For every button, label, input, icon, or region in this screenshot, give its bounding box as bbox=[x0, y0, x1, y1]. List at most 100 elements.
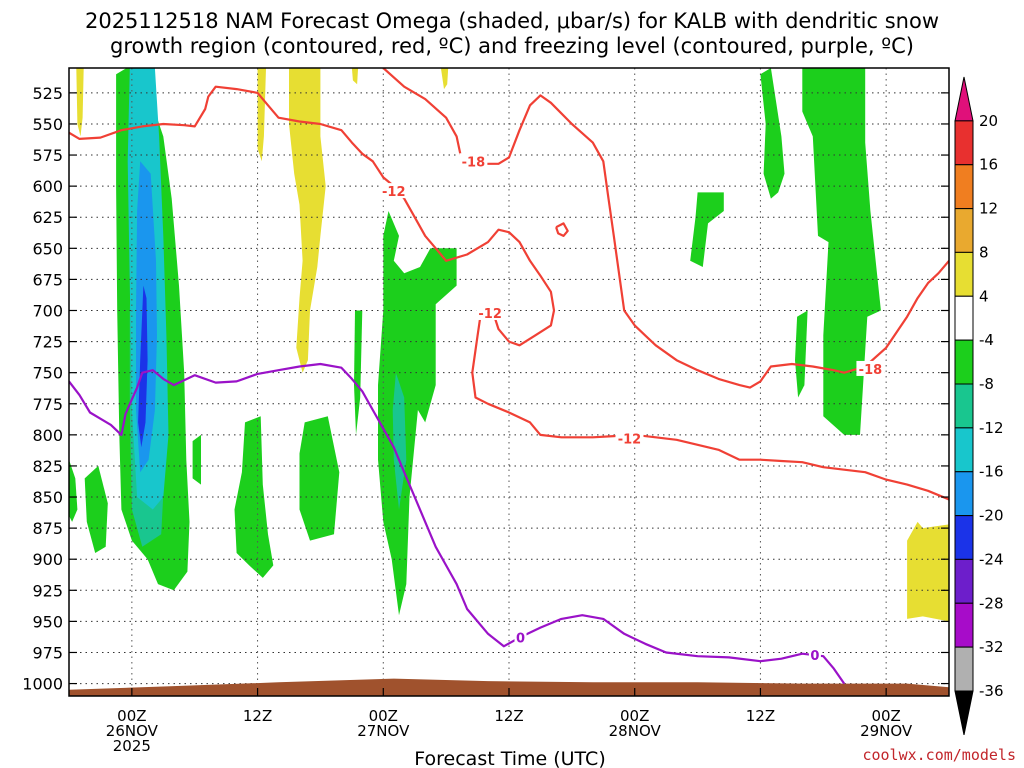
colorbar-label-9: -20 bbox=[979, 507, 1004, 525]
colorbar-label-8: -16 bbox=[979, 463, 1004, 481]
terrain-fill bbox=[69, 678, 949, 696]
label-minus12-c-bg bbox=[615, 430, 644, 446]
colorbar-label-6: -8 bbox=[979, 375, 994, 393]
omega-green-8 bbox=[690, 192, 724, 267]
x-tick-label-30-l2: 27NOV bbox=[357, 722, 410, 740]
colorbar-label-13: -36 bbox=[979, 682, 1004, 700]
y-tick-label-800: 800 bbox=[32, 426, 63, 445]
omega-yellow-2 bbox=[289, 68, 326, 373]
colorbar-swatch-14 bbox=[954, 690, 974, 735]
label-minus12-b: -12 bbox=[478, 307, 502, 322]
y-tick-label-950: 950 bbox=[32, 612, 63, 631]
colorbar-swatch-1 bbox=[954, 120, 974, 166]
omega-teal-1 bbox=[392, 372, 407, 510]
x-tick-label-6-l3: 2025 bbox=[113, 737, 151, 755]
omega-yellow-0 bbox=[76, 68, 84, 137]
colorbar-swatch-0 bbox=[954, 76, 974, 122]
colorbar-label-2: 12 bbox=[979, 200, 998, 218]
contour-minus18-loop bbox=[555, 222, 569, 237]
colorbar-label-1: 16 bbox=[979, 156, 998, 174]
label-minus12-c: -12 bbox=[618, 433, 642, 448]
colorbar-swatch-5 bbox=[954, 295, 974, 341]
colorbar-swatch-9 bbox=[954, 471, 974, 517]
x-axis-label: Forecast Time (UTC) bbox=[414, 748, 605, 768]
colorbar-label-11: -28 bbox=[979, 594, 1004, 612]
y-tick-label-825: 825 bbox=[32, 457, 63, 476]
contour-0c-freezing bbox=[69, 362, 846, 685]
colorbar-label-3: 8 bbox=[979, 243, 989, 261]
chart-title-line2: growth region (contoured, red, ºC) and f… bbox=[110, 34, 914, 58]
colorbar-label-5: -4 bbox=[979, 331, 994, 349]
y-tick-label-1000: 1000 bbox=[22, 675, 63, 694]
colorbar-label-4: 4 bbox=[979, 287, 989, 305]
x-tick-label-18-l1: 12Z bbox=[243, 707, 272, 725]
y-tick-label-875: 875 bbox=[32, 519, 63, 538]
omega-yellow-5 bbox=[907, 521, 949, 622]
omega-green-7 bbox=[378, 211, 457, 616]
contour-minus12-upper bbox=[69, 85, 556, 347]
colorbar: 20 16 12 8 4 -4 -8 -12 -16 -20 -24 -28 -32 -36 bbox=[954, 76, 1004, 735]
colorbar-swatch-6 bbox=[954, 339, 974, 385]
omega-green-9 bbox=[760, 68, 785, 199]
omega-green-2 bbox=[84, 465, 108, 553]
omega-green-11 bbox=[802, 68, 881, 435]
contour-minus18-main bbox=[382, 68, 949, 389]
plot-content: -12 -18 -12 -12 -18 0 0 bbox=[69, 68, 949, 696]
label-0-a: 0 bbox=[516, 632, 525, 647]
colorbar-swatch-8 bbox=[954, 427, 974, 473]
colorbar-swatch-11 bbox=[954, 558, 974, 604]
label-minus18-b: -18 bbox=[859, 363, 883, 378]
colorbar-swatch-13 bbox=[954, 646, 974, 692]
label-minus12-b-bg bbox=[476, 304, 505, 320]
x-tick-label-54-l2: 28NOV bbox=[609, 722, 662, 740]
colorbar-label-7: -12 bbox=[979, 419, 1004, 437]
x-tick-label-6-l1: 00Z bbox=[117, 707, 146, 725]
y-tick-label-850: 850 bbox=[32, 488, 63, 507]
omega-green-4 bbox=[234, 416, 274, 578]
omega-green-5 bbox=[299, 416, 340, 541]
y-tick-label-625: 625 bbox=[32, 208, 63, 227]
credit-text: coolwx.com/models bbox=[862, 746, 1016, 764]
colorbar-label-12: -32 bbox=[979, 638, 1004, 656]
y-tick-label-725: 725 bbox=[32, 333, 63, 352]
colorbar-swatch-12 bbox=[954, 602, 974, 648]
y-tick-label-600: 600 bbox=[32, 177, 63, 196]
x-tick-label-78-l2: 29NOV bbox=[860, 722, 913, 740]
y-tick-label-925: 925 bbox=[32, 581, 63, 600]
colorbar-swatch-10 bbox=[954, 515, 974, 560]
colorbar-label-0: 20 bbox=[979, 112, 998, 130]
colorbar-swatch-2 bbox=[954, 164, 974, 210]
y-tick-label-650: 650 bbox=[32, 239, 63, 258]
omega-green-3 bbox=[192, 434, 201, 485]
y-tick-label-975: 975 bbox=[32, 643, 63, 662]
y-tick-label-550: 550 bbox=[32, 115, 63, 134]
label-minus18-a-bg bbox=[459, 153, 488, 169]
x-tick-label-54-l1: 00Z bbox=[620, 707, 649, 725]
label-minus18-b-bg bbox=[856, 360, 885, 376]
x-tick-label-30-l1: 00Z bbox=[369, 707, 398, 725]
colorbar-label-10: -24 bbox=[979, 550, 1004, 568]
omega-yellow-4 bbox=[440, 68, 449, 90]
colorbar-swatch-3 bbox=[954, 208, 974, 253]
label-0-b-bg bbox=[808, 646, 821, 662]
omega-yellow-1 bbox=[257, 68, 266, 162]
omega-dkblue-0 bbox=[138, 285, 148, 448]
y-tick-label-525: 525 bbox=[32, 84, 63, 103]
x-tick-label-6-l2: 26NOV bbox=[106, 722, 159, 740]
omega-green-10 bbox=[795, 310, 808, 398]
y-tick-label-675: 675 bbox=[32, 270, 63, 289]
x-tick-label-66-l1: 12Z bbox=[746, 707, 775, 725]
y-axis: 525 550 575 600 625 650 675 700 725 750 775 800 825 8… bbox=[22, 84, 949, 694]
colorbar-swatch-7 bbox=[954, 383, 974, 429]
label-minus12-a-bg bbox=[379, 183, 408, 199]
y-tick-label-750: 750 bbox=[32, 364, 63, 383]
y-tick-label-575: 575 bbox=[32, 146, 63, 165]
contour-minus12-lower bbox=[471, 314, 949, 501]
omega-yellow-3 bbox=[351, 68, 359, 85]
plot-area: -12 -18 -12 -12 -18 0 0 bbox=[68, 67, 950, 697]
x-tick-label-78-l1: 00Z bbox=[871, 707, 900, 725]
label-0-a-bg bbox=[514, 629, 527, 645]
y-tick-label-775: 775 bbox=[32, 395, 63, 414]
